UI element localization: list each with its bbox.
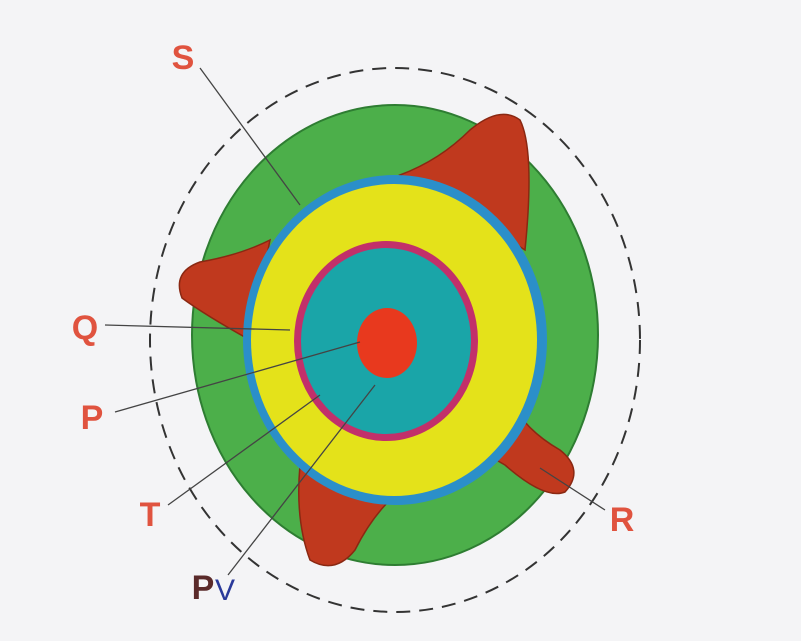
diagram: S Q P T R P V bbox=[0, 0, 801, 641]
label: P bbox=[192, 569, 215, 607]
label: S bbox=[172, 39, 195, 77]
label: P bbox=[81, 399, 104, 437]
nucleus bbox=[357, 308, 417, 378]
label: R bbox=[610, 501, 635, 539]
label: V bbox=[215, 574, 235, 607]
label: Q bbox=[72, 309, 98, 347]
label: T bbox=[140, 496, 161, 534]
